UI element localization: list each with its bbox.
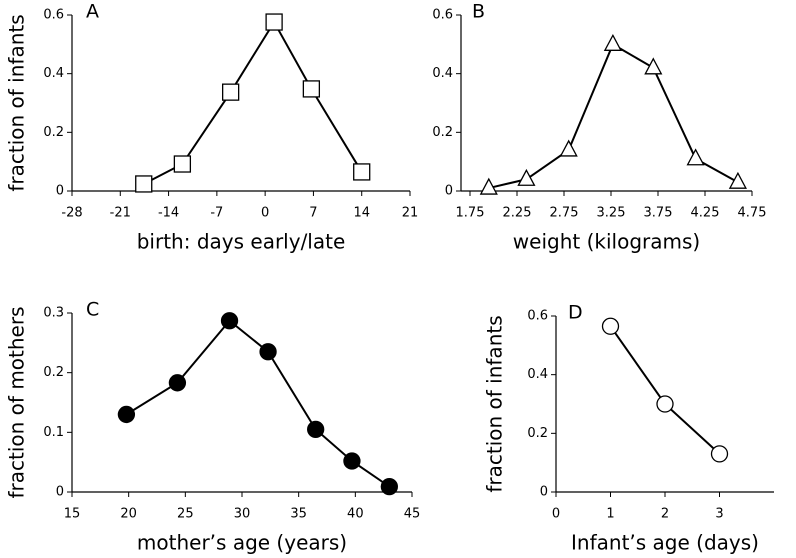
y-tick-label: 0.2 [43,365,64,380]
data-point [220,312,239,330]
data-point [343,452,361,470]
data-line [609,325,721,455]
data-point [603,33,622,51]
data-point [380,477,398,496]
y-tick-label: 0.3 [43,306,64,321]
data-point [601,317,620,335]
data-point [168,374,187,392]
data-point [265,13,283,31]
data-point [307,420,325,439]
x-tick-label: 1 [606,507,614,522]
y-axis-label: fraction of infants [483,315,507,492]
x-tick-label: 0 [552,507,560,522]
x-axis-label: Infant’s age (days) [571,531,759,555]
data-point [728,171,747,189]
x-tick-label: 15 [64,507,81,522]
x-tick-label: 21 [402,206,419,221]
y-tick-label: 0.1 [43,425,64,440]
y-tick-label: 0 [56,184,64,199]
x-axis-label: mother’s age (years) [137,531,347,555]
x-tick-label: 25 [177,507,194,522]
data-point [517,168,536,186]
x-tick-label: 3.25 [597,206,626,221]
x-tick-label: 45 [404,507,421,522]
x-tick-label: 7 [309,206,317,221]
y-tick-label: 0.4 [43,66,64,81]
data-point [302,80,321,98]
panel-label: B [472,1,485,23]
x-tick-label: 40 [347,507,364,522]
x-tick-label: 3.75 [644,206,673,221]
data-point [656,395,674,413]
x-tick-label: -28 [61,206,82,221]
y-tick-label: 0.2 [432,125,453,140]
y-tick-label: 0.6 [432,8,453,23]
x-tick-label: 3 [715,507,723,522]
data-point [686,148,705,166]
x-tick-label: 2 [661,507,669,522]
data-point [644,57,663,75]
x-tick-label: 20 [120,507,137,522]
y-tick-label: 0.6 [43,8,64,23]
x-axis-label: weight (kilograms) [513,230,700,254]
x-tick-label: 4.25 [691,206,720,221]
data-point [559,139,578,157]
data-point [479,177,498,195]
data-point [259,343,277,361]
x-axis-label: birth: days early/late [137,230,346,254]
x-tick-label: -7 [210,206,223,221]
data-point [173,155,192,173]
y-tick-label: 0.2 [43,125,64,140]
data-line [488,42,739,190]
y-axis-label: fraction of infants [5,14,29,191]
x-tick-label: 14 [353,206,370,221]
y-axis-label: fraction of mothers [5,306,29,498]
y-tick-label: 0 [540,485,548,500]
y-tick-label: 0 [445,184,453,199]
x-tick-label: 2.75 [550,206,579,221]
y-tick-label: 0 [56,485,64,500]
data-point [222,83,240,101]
x-tick-label: 2.25 [503,206,532,221]
y-tick-label: 0.4 [527,367,548,382]
data-point [353,163,371,181]
x-tick-label: 1.75 [456,206,485,221]
y-tick-label: 0.6 [527,309,548,324]
x-tick-label: 4.75 [738,206,767,221]
x-tick-label: 30 [234,507,251,522]
x-tick-label: 0 [261,206,269,221]
y-tick-label: 0.2 [527,426,548,441]
panel-label: A [86,1,99,23]
panel-label: D [568,302,583,324]
data-point [117,405,136,424]
x-tick-label: -21 [110,206,131,221]
panel-label: C [86,299,99,321]
data-point [135,175,153,193]
data-point [710,445,729,463]
x-tick-label: -14 [158,206,179,221]
y-tick-label: 0.4 [432,66,453,81]
x-tick-label: 35 [290,507,307,522]
